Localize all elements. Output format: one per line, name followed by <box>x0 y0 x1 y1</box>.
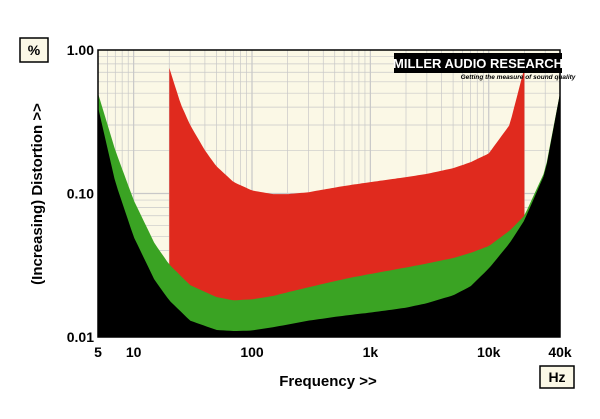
series-area-floor <box>98 93 560 337</box>
x-tick-label: 10k <box>477 344 501 360</box>
plot-border <box>97 49 561 338</box>
series-area-green <box>98 93 560 337</box>
x-tick-label: 100 <box>240 344 264 360</box>
x-tick-label: 5 <box>94 344 102 360</box>
x-tick-label: 10 <box>126 344 142 360</box>
brand-logo: MILLER AUDIO RESEARCH Getting the measur… <box>393 53 576 81</box>
y-unit-label: % <box>28 42 41 58</box>
axes: 5 10 100 1k 10k 40k 1.00 0.10 0.01 <box>67 42 572 360</box>
y-axis-title: (Increasing) Distortion >> <box>29 103 46 285</box>
x-axis-title: Frequency >> <box>279 373 377 390</box>
x-unit-box: Hz <box>539 365 575 389</box>
plot-area <box>97 50 561 338</box>
y-tick-label: 1.00 <box>67 42 94 58</box>
x-tick-label: 1k <box>363 344 379 360</box>
x-tick-label: 40k <box>548 344 572 360</box>
y-tick-label: 0.10 <box>67 186 94 202</box>
y-unit-box: % <box>19 37 49 63</box>
x-unit-label: Hz <box>548 369 565 385</box>
logo-tagline: Getting the measure of sound quality <box>461 74 576 81</box>
y-tick-label: 0.01 <box>67 329 94 345</box>
logo-main-text: MILLER AUDIO RESEARCH <box>393 56 563 71</box>
